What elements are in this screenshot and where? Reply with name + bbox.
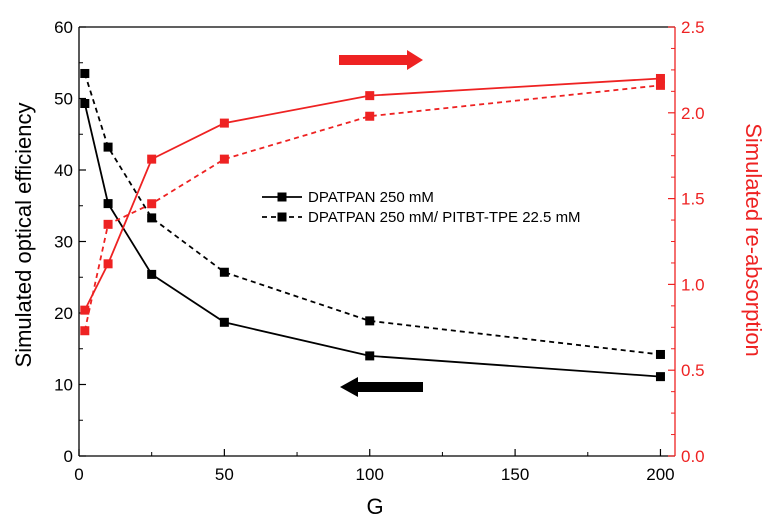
y-right-tick-label: 1.0 (681, 275, 705, 294)
y-left-tick-label: 0 (64, 447, 73, 466)
data-point (80, 68, 90, 78)
y-right-tick-label: 0.0 (681, 447, 705, 466)
data-point (365, 351, 375, 361)
data-point (103, 259, 113, 269)
y-left-tick-label: 60 (54, 18, 73, 37)
data-point (365, 91, 375, 101)
data-point (147, 213, 157, 223)
data-point (80, 99, 90, 109)
data-point (103, 199, 113, 209)
y-right-tick-label: 2.0 (681, 104, 705, 123)
x-tick-label: 100 (356, 465, 384, 484)
legend: DPATPAN 250 mM DPATPAN 250 mM/ PITBT-TPE … (262, 189, 581, 226)
series-2 (80, 73, 665, 315)
data-point (103, 219, 113, 229)
series-1 (80, 68, 665, 359)
series-line (83, 77, 661, 311)
y-left-tick-label: 20 (54, 304, 73, 323)
data-point (219, 154, 229, 164)
data-point (365, 316, 375, 326)
data-point (655, 80, 665, 90)
y-right-tick-label: 2.5 (681, 18, 705, 37)
y-axis-left-label: Simulated optical efficiency (11, 103, 36, 368)
series-3 (80, 80, 665, 336)
data-point (219, 118, 229, 128)
series-layer (80, 68, 665, 382)
y-left-tick-label: 10 (54, 376, 73, 395)
y-right-tick-label: 1.5 (681, 190, 705, 209)
data-point (365, 111, 375, 121)
y-right-tick-label: 0.5 (681, 361, 705, 380)
data-point (147, 269, 157, 279)
series-0 (80, 99, 665, 382)
y-left-tick-label: 30 (54, 233, 73, 252)
x-tick-label: 150 (501, 465, 529, 484)
series-line (83, 73, 661, 356)
axis-arrows (339, 50, 423, 397)
x-tick-label: 0 (74, 465, 83, 484)
x-tick-label: 200 (646, 465, 674, 484)
data-point (147, 154, 157, 164)
y-axis-right-label: Simulated re-absorption (741, 123, 766, 357)
left-arrow-icon (340, 377, 423, 397)
tick-labels: 0 50 100 150 200 0 10 20 30 40 50 60 0.0 0.5 1.0 1.5 2.0… (54, 18, 705, 484)
data-point (80, 326, 90, 336)
x-axis-label: G (366, 494, 383, 519)
series-line (83, 84, 661, 331)
data-point (655, 73, 665, 83)
data-point (655, 372, 665, 382)
legend-marker (277, 192, 287, 202)
legend-label: DPATPAN 250 mM (308, 189, 434, 206)
legend-marker (277, 212, 287, 222)
series-line (83, 103, 661, 378)
data-point (219, 267, 229, 277)
legend-label: DPATPAN 250 mM/ PITBT-TPE 22.5 mM (308, 209, 581, 226)
x-tick-label: 50 (215, 465, 234, 484)
data-point (655, 349, 665, 359)
data-point (147, 199, 157, 209)
right-arrow-icon (339, 50, 423, 70)
y-left-tick-label: 50 (54, 90, 73, 109)
data-point (103, 142, 113, 152)
data-point (80, 305, 90, 315)
data-point (219, 317, 229, 327)
tick-marks (78, 26, 675, 457)
y-left-tick-label: 40 (54, 161, 73, 180)
